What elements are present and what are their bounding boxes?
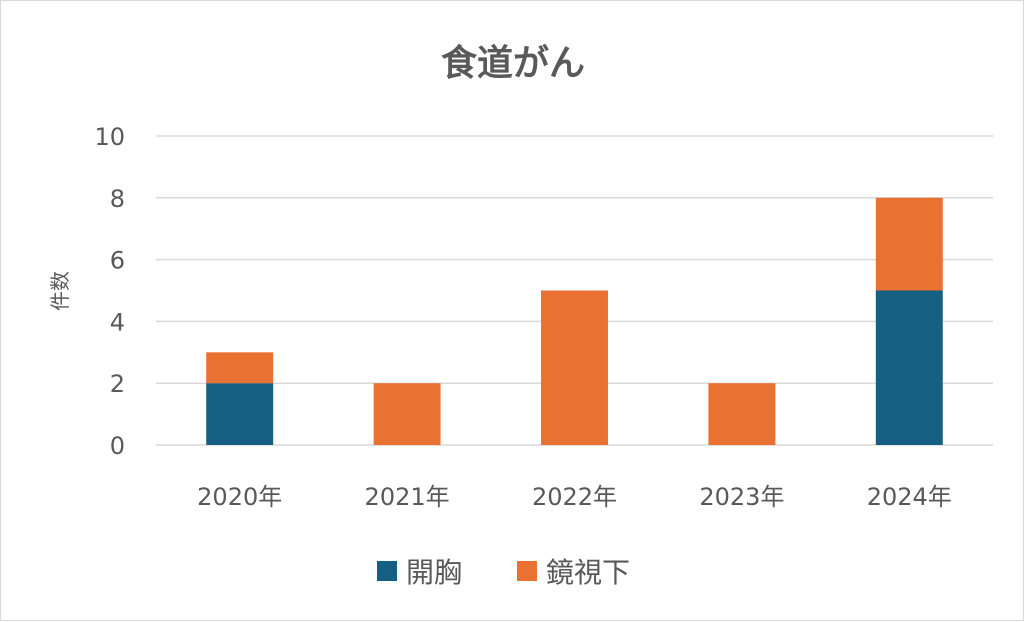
y-tick-label: 4: [110, 308, 125, 336]
legend-label: 鏡視下: [546, 556, 630, 589]
x-tick-label: 2021年: [365, 483, 450, 511]
bar-segment-endoscopic: [708, 383, 776, 445]
bar-segment-open: [206, 383, 274, 445]
x-tick-label: 2020年: [197, 483, 282, 511]
x-tick-label: 2023年: [699, 483, 784, 511]
x-tick-label: 2024年: [867, 483, 952, 511]
x-tick-label: 2022年: [532, 483, 617, 511]
y-tick-label: 2: [110, 370, 125, 398]
y-tick-label: 6: [110, 247, 125, 275]
y-tick-label: 10: [94, 123, 125, 151]
y-axis-ticks: 0 2 4 6 8 10: [94, 123, 125, 460]
bars: [206, 197, 943, 445]
legend-swatch: [377, 561, 397, 581]
legend-label: 開胸: [406, 556, 462, 589]
chart-title: 食道がん: [441, 43, 585, 84]
x-axis-ticks: 2020年 2021年 2022年 2023年 2024年: [197, 483, 952, 511]
y-axis-label: 件数: [48, 271, 72, 311]
y-tick-label: 0: [110, 432, 125, 460]
legend: 開胸 鏡視下: [377, 556, 630, 589]
legend-swatch: [517, 561, 537, 581]
legend-item: 鏡視下: [517, 556, 630, 589]
bar-segment-open: [875, 290, 943, 445]
bar-segment-endoscopic: [206, 352, 274, 384]
y-tick-label: 8: [110, 185, 125, 213]
legend-item: 開胸: [377, 556, 462, 589]
bar-segment-endoscopic: [373, 383, 441, 445]
bar-segment-endoscopic: [541, 290, 608, 445]
bar-segment-endoscopic: [875, 197, 943, 291]
